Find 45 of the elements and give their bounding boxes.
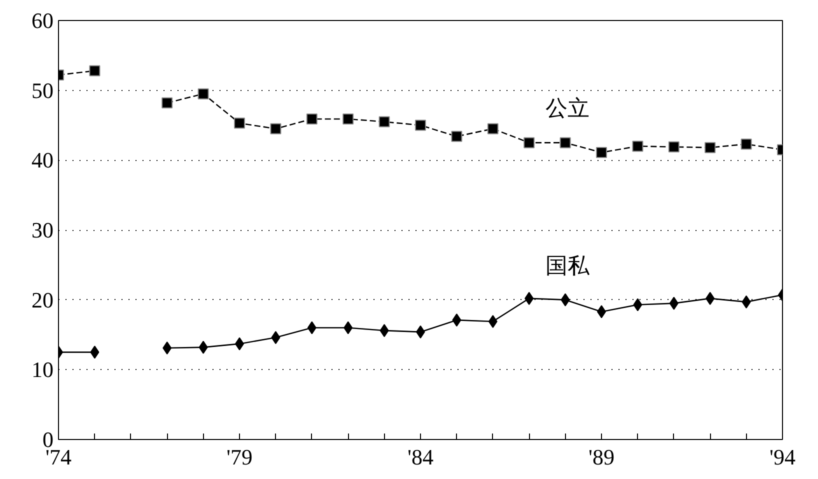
point bbox=[668, 141, 680, 152]
point bbox=[596, 146, 607, 158]
y-tick-label: 20 bbox=[32, 287, 54, 312]
point bbox=[452, 314, 462, 327]
point bbox=[342, 113, 354, 124]
y-tick-label: 60 bbox=[32, 8, 54, 33]
x-tick-label: '94 bbox=[770, 444, 796, 470]
x-tick-label: '89 bbox=[588, 444, 614, 470]
point bbox=[415, 120, 426, 131]
point bbox=[742, 295, 751, 308]
point bbox=[162, 342, 172, 355]
point bbox=[524, 292, 534, 305]
y-tick-label: 30 bbox=[32, 218, 54, 242]
series-label: 国私 bbox=[545, 252, 590, 278]
y-tick-label: 10 bbox=[32, 357, 54, 382]
point bbox=[632, 140, 644, 152]
point bbox=[378, 116, 390, 128]
point bbox=[234, 118, 245, 129]
point bbox=[706, 292, 715, 305]
series-label: 公立 bbox=[545, 96, 590, 121]
point bbox=[560, 137, 571, 148]
point bbox=[198, 340, 208, 354]
point bbox=[380, 324, 389, 338]
point bbox=[344, 321, 353, 334]
point bbox=[488, 314, 498, 328]
point bbox=[451, 130, 462, 142]
point bbox=[487, 123, 498, 134]
point bbox=[633, 298, 642, 312]
x-tick-label: '84 bbox=[408, 444, 434, 470]
point bbox=[740, 138, 752, 150]
x-tick-label: '79 bbox=[226, 444, 252, 470]
y-tick-label: 50 bbox=[32, 78, 54, 103]
point bbox=[89, 65, 100, 76]
point bbox=[669, 296, 678, 310]
point bbox=[306, 113, 318, 124]
point bbox=[271, 331, 280, 344]
point bbox=[524, 137, 535, 148]
point bbox=[704, 142, 716, 154]
y-tick-label: 40 bbox=[32, 148, 54, 173]
point bbox=[162, 97, 173, 108]
point bbox=[90, 346, 100, 359]
point bbox=[270, 123, 282, 134]
point bbox=[560, 293, 570, 306]
point bbox=[198, 88, 209, 100]
point bbox=[307, 321, 316, 334]
